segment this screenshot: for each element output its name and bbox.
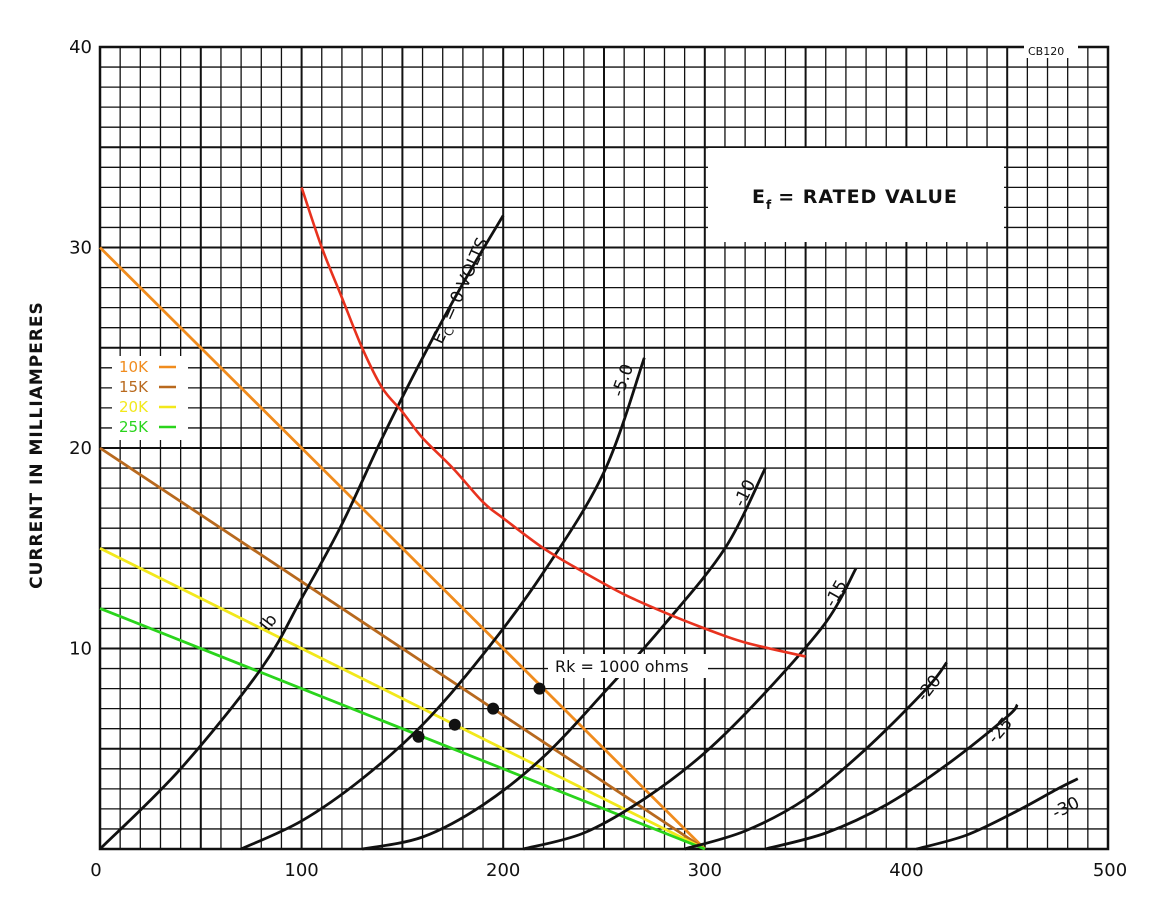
- legend: 10K 15K 20K 25K: [112, 356, 188, 440]
- load-line-20k: [99, 546, 706, 851]
- max-dissipation-curve-group: [300, 186, 806, 658]
- load-line-25k: [99, 607, 706, 851]
- y-tick-label: 40: [69, 37, 92, 58]
- x-tick-label: 200: [486, 860, 520, 881]
- operating-points: [412, 682, 546, 743]
- max-dissipation-curve: [300, 186, 806, 658]
- load-lines: [99, 246, 706, 851]
- operating-point: [412, 730, 425, 743]
- y-tick-label: 30: [69, 238, 92, 259]
- grid-curve-minus-20: [684, 661, 948, 851]
- info-box-text: Ef = RATED VALUE: [752, 186, 958, 212]
- legend-label: 10K: [119, 358, 149, 376]
- y-axis-label: CURRENT IN MILLIAMPERES: [27, 301, 47, 589]
- rk-annotation: Rk = 1000 ohms: [555, 657, 689, 676]
- legend-label: 25K: [119, 418, 149, 436]
- x-tick-label: 500: [1093, 860, 1127, 881]
- operating-point: [487, 702, 500, 715]
- load-line-10k: [99, 246, 706, 850]
- x-tick-label: 300: [688, 860, 722, 881]
- load-line-15k: [99, 446, 706, 851]
- grid: [98, 45, 1110, 851]
- grid-curve-minus-15: [523, 567, 858, 851]
- info-box: [708, 148, 1004, 242]
- legend-label: 15K: [119, 378, 149, 396]
- rk-annotation-box: [548, 654, 708, 678]
- x-axis-ticks: 0 100 200 300 400 500: [90, 860, 1127, 881]
- x-tick-label: 100: [284, 860, 318, 881]
- grid-curve-minus-30: [916, 777, 1079, 851]
- operating-point: [448, 718, 461, 731]
- legend-label: 20K: [119, 398, 149, 416]
- grid-curve-minus-5.0: [240, 357, 646, 851]
- y-tick-label: 20: [69, 438, 92, 459]
- y-axis-ticks: 10 20 30 40: [69, 37, 92, 660]
- drawing-code: CB120: [1028, 45, 1064, 58]
- drawing-code-box: [1024, 42, 1078, 58]
- grid-curve-minus-25: [764, 703, 1019, 851]
- grid-curve-minus-10: [361, 467, 767, 851]
- y-tick-label: 10: [69, 639, 92, 660]
- operating-point: [533, 682, 546, 695]
- x-tick-label: 400: [889, 860, 923, 881]
- x-tick-label: 0: [90, 860, 101, 881]
- grid-curve-ec-0: [99, 214, 505, 850]
